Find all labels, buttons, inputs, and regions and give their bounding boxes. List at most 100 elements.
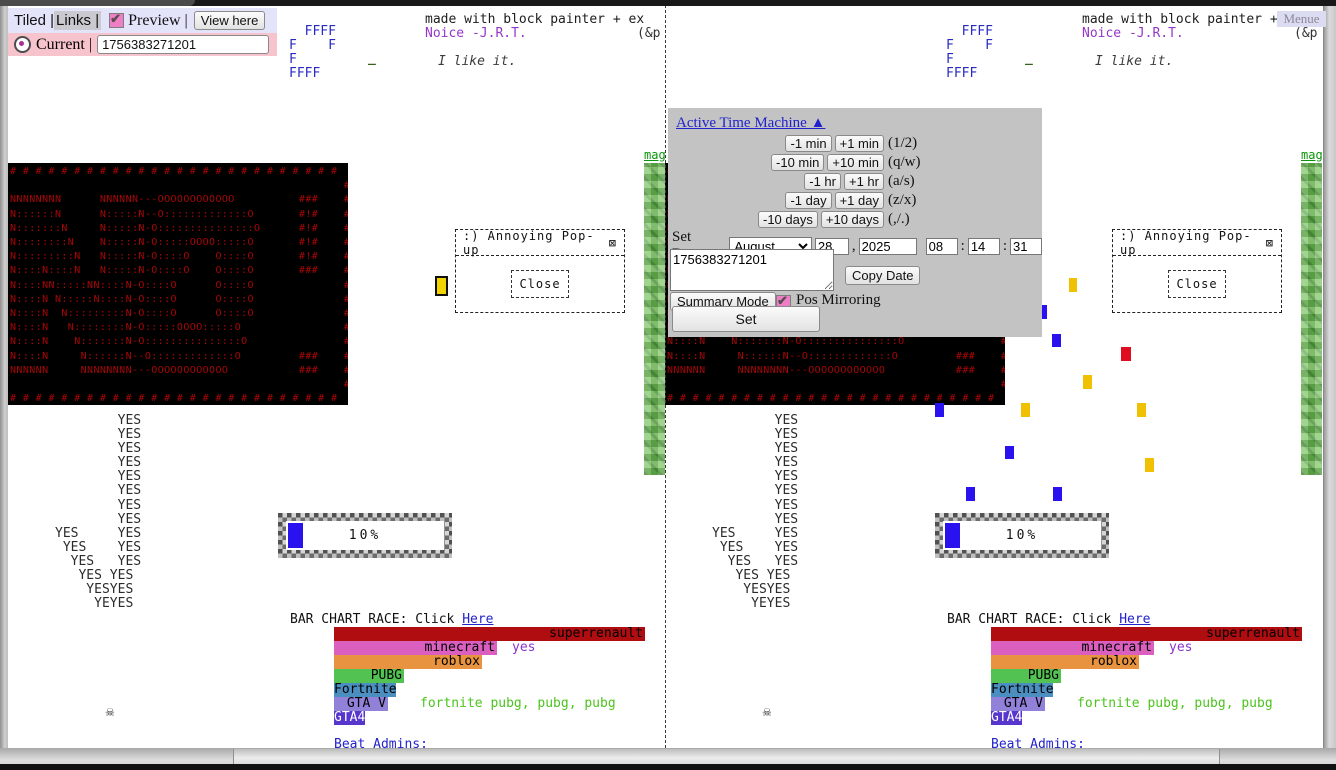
links-link[interactable]: Links |	[54, 11, 102, 30]
progress-bar-track: 10%	[286, 521, 444, 550]
yes-checkmark-art: YES YES YES YES YES YES YES YES YES YES …	[712, 413, 799, 612]
set-button[interactable]: Set	[672, 306, 820, 332]
bar-chart-race-title: BAR CHART RACE: Click Here	[290, 612, 494, 627]
confetti-block	[1052, 334, 1061, 347]
hour-input[interactable]	[925, 237, 958, 255]
horizontal-scrollbar-thumb[interactable]	[233, 749, 1220, 764]
time-step-row: -1 min +1 min (1/2)	[668, 134, 1042, 153]
bar-gta4: GTA4	[991, 711, 1022, 725]
no-ascii-art-box: # # # # # # # # # # # # # # # # # # # # …	[8, 163, 348, 405]
bar-gta-v: GTA V	[334, 697, 388, 711]
plus-step-button[interactable]: +1 min	[834, 135, 884, 152]
view-here-button[interactable]: View here	[193, 11, 266, 30]
bar-row: GTA V fortnite pubg, pubg, pubg	[334, 697, 664, 711]
time-step-row: -10 days +10 days (,/.)	[668, 210, 1042, 229]
bar-gta-v: GTA V	[991, 697, 1045, 711]
menue-button[interactable]: Menue	[1277, 11, 1326, 27]
bar-row: GTA4	[334, 711, 664, 725]
popup-close-button[interactable]: Close	[1168, 269, 1226, 298]
confetti-block	[966, 487, 975, 501]
mag-link[interactable]: mag	[644, 148, 665, 162]
tiled-link[interactable]: Tiled |	[14, 12, 55, 29]
current-label: Current |	[36, 35, 93, 53]
noice-credit-text: Noice -J.R.T.	[1082, 26, 1184, 41]
second-input[interactable]	[1010, 237, 1042, 255]
progress-bar-fill	[945, 523, 960, 548]
plus-step-button[interactable]: +1 day	[834, 192, 884, 209]
bar-fortnite: Fortnite	[334, 683, 396, 697]
year-input[interactable]	[858, 237, 917, 255]
green-underscore: _	[1025, 51, 1033, 66]
hotkey-hint: (q/w)	[888, 154, 921, 170]
hotkey-hint: (1/2)	[888, 135, 918, 151]
green-underscore: _	[368, 51, 376, 66]
bar-note-text: fortnite pubg, pubg, pubg	[420, 696, 616, 711]
popup-title-bar: :) Annoying Pop-up ⊠	[1113, 229, 1281, 257]
comma-separator: ,	[851, 237, 856, 254]
beat-admins-link[interactable]: Beat Admins:	[334, 737, 428, 748]
bar-roblox: roblox	[334, 655, 482, 669]
window-left-edge	[0, 0, 8, 770]
amp-fragment-text: (&p	[637, 26, 661, 41]
minus-step-button[interactable]: -1 min	[785, 135, 832, 152]
current-timestamp-input[interactable]	[97, 35, 270, 54]
bar-row: Fortnite	[334, 683, 664, 697]
minus-step-button[interactable]: -10 days	[758, 211, 818, 228]
view-controls-row1: Tiled | Links | Preview | View here	[8, 8, 277, 33]
preview-checkbox[interactable]	[109, 11, 125, 28]
copy-date-button[interactable]: Copy Date	[845, 266, 921, 285]
minus-step-button[interactable]: -1 day	[785, 192, 832, 209]
bar-row: PUBG	[334, 669, 664, 683]
beat-admins-link[interactable]: Beat Admins:	[991, 737, 1085, 748]
bar-row: roblox	[991, 655, 1321, 669]
popup-close-button[interactable]: Close	[511, 269, 569, 298]
yes-checkmark-art: YES YES YES YES YES YES YES YES YES YES …	[55, 413, 142, 612]
popup-close-icon[interactable]: ⊠	[608, 235, 617, 250]
minute-input[interactable]	[967, 237, 1000, 255]
minus-step-button[interactable]: -10 min	[771, 154, 825, 171]
vertical-scrollbar[interactable]	[1323, 0, 1336, 770]
bar-gta4: GTA4	[334, 711, 365, 725]
current-radio[interactable]	[14, 36, 31, 53]
yellow-cursor-block	[435, 276, 448, 296]
popup-close-icon[interactable]: ⊠	[1265, 235, 1274, 250]
progress-bar-label: 10%	[348, 528, 382, 543]
view-controls-row2: Current |	[8, 33, 277, 56]
progress-bar-track: 10%	[943, 521, 1101, 550]
time-machine-panel: Active Time Machine ▲ -1 min +1 min (1/2) -…	[668, 108, 1042, 337]
bar-chart: superrenault minecraft yes roblox PUBG Fortni…	[334, 627, 664, 725]
bar-chart-race-here-link[interactable]: Here	[462, 612, 494, 627]
confetti-block	[1083, 375, 1092, 389]
made-with-text: made with block painter + ex	[1082, 12, 1302, 27]
bar-row: GTA4	[991, 711, 1321, 725]
bar-pubg: PUBG	[991, 669, 1061, 683]
mag-link[interactable]: mag	[1301, 148, 1322, 162]
noice-credit-text: Noice -J.R.T.	[425, 26, 527, 41]
confetti-block	[1053, 487, 1062, 501]
minus-step-button[interactable]: -1 hr	[804, 173, 841, 190]
bar-pubg: PUBG	[334, 669, 404, 683]
window-bottom-edge	[0, 764, 1336, 770]
plus-step-button[interactable]: +1 hr	[844, 173, 884, 190]
plus-step-button[interactable]: +10 days	[820, 211, 884, 228]
bar-suffix-text: yes	[512, 640, 536, 655]
i-like-it-text: I like it.	[1095, 54, 1174, 69]
bar-note-text: fortnite pubg, pubg, pubg	[1077, 696, 1273, 711]
confetti-block	[1069, 278, 1077, 292]
bar-row: roblox	[334, 655, 664, 669]
time-machine-title-link[interactable]: Active Time Machine ▲	[676, 115, 826, 131]
hotkey-hint: (,/.)	[888, 211, 910, 227]
bar-chart-race-here-link[interactable]: Here	[1119, 612, 1151, 627]
bar-row: minecraft yes	[991, 641, 1321, 655]
bar-fortnite: Fortnite	[991, 683, 1053, 697]
f-ascii-art: FFFF F F F FFFF	[289, 24, 336, 81]
progress-bar-label: 10%	[1005, 528, 1039, 543]
confetti-block	[935, 403, 944, 417]
skull-glyph: ☠	[762, 707, 772, 719]
timestamp-textarea[interactable]: 1756383271201	[670, 249, 834, 291]
annoying-popup: :) Annoying Pop-up ⊠ Close	[1112, 229, 1282, 313]
bar-chart-race-title: BAR CHART RACE: Click Here	[947, 612, 1151, 627]
no-ascii-art: # # # # # # # # # # # # # # # # # # # # …	[10, 166, 348, 405]
plus-step-button[interactable]: +10 min	[827, 154, 884, 171]
confetti-block	[1137, 403, 1146, 417]
